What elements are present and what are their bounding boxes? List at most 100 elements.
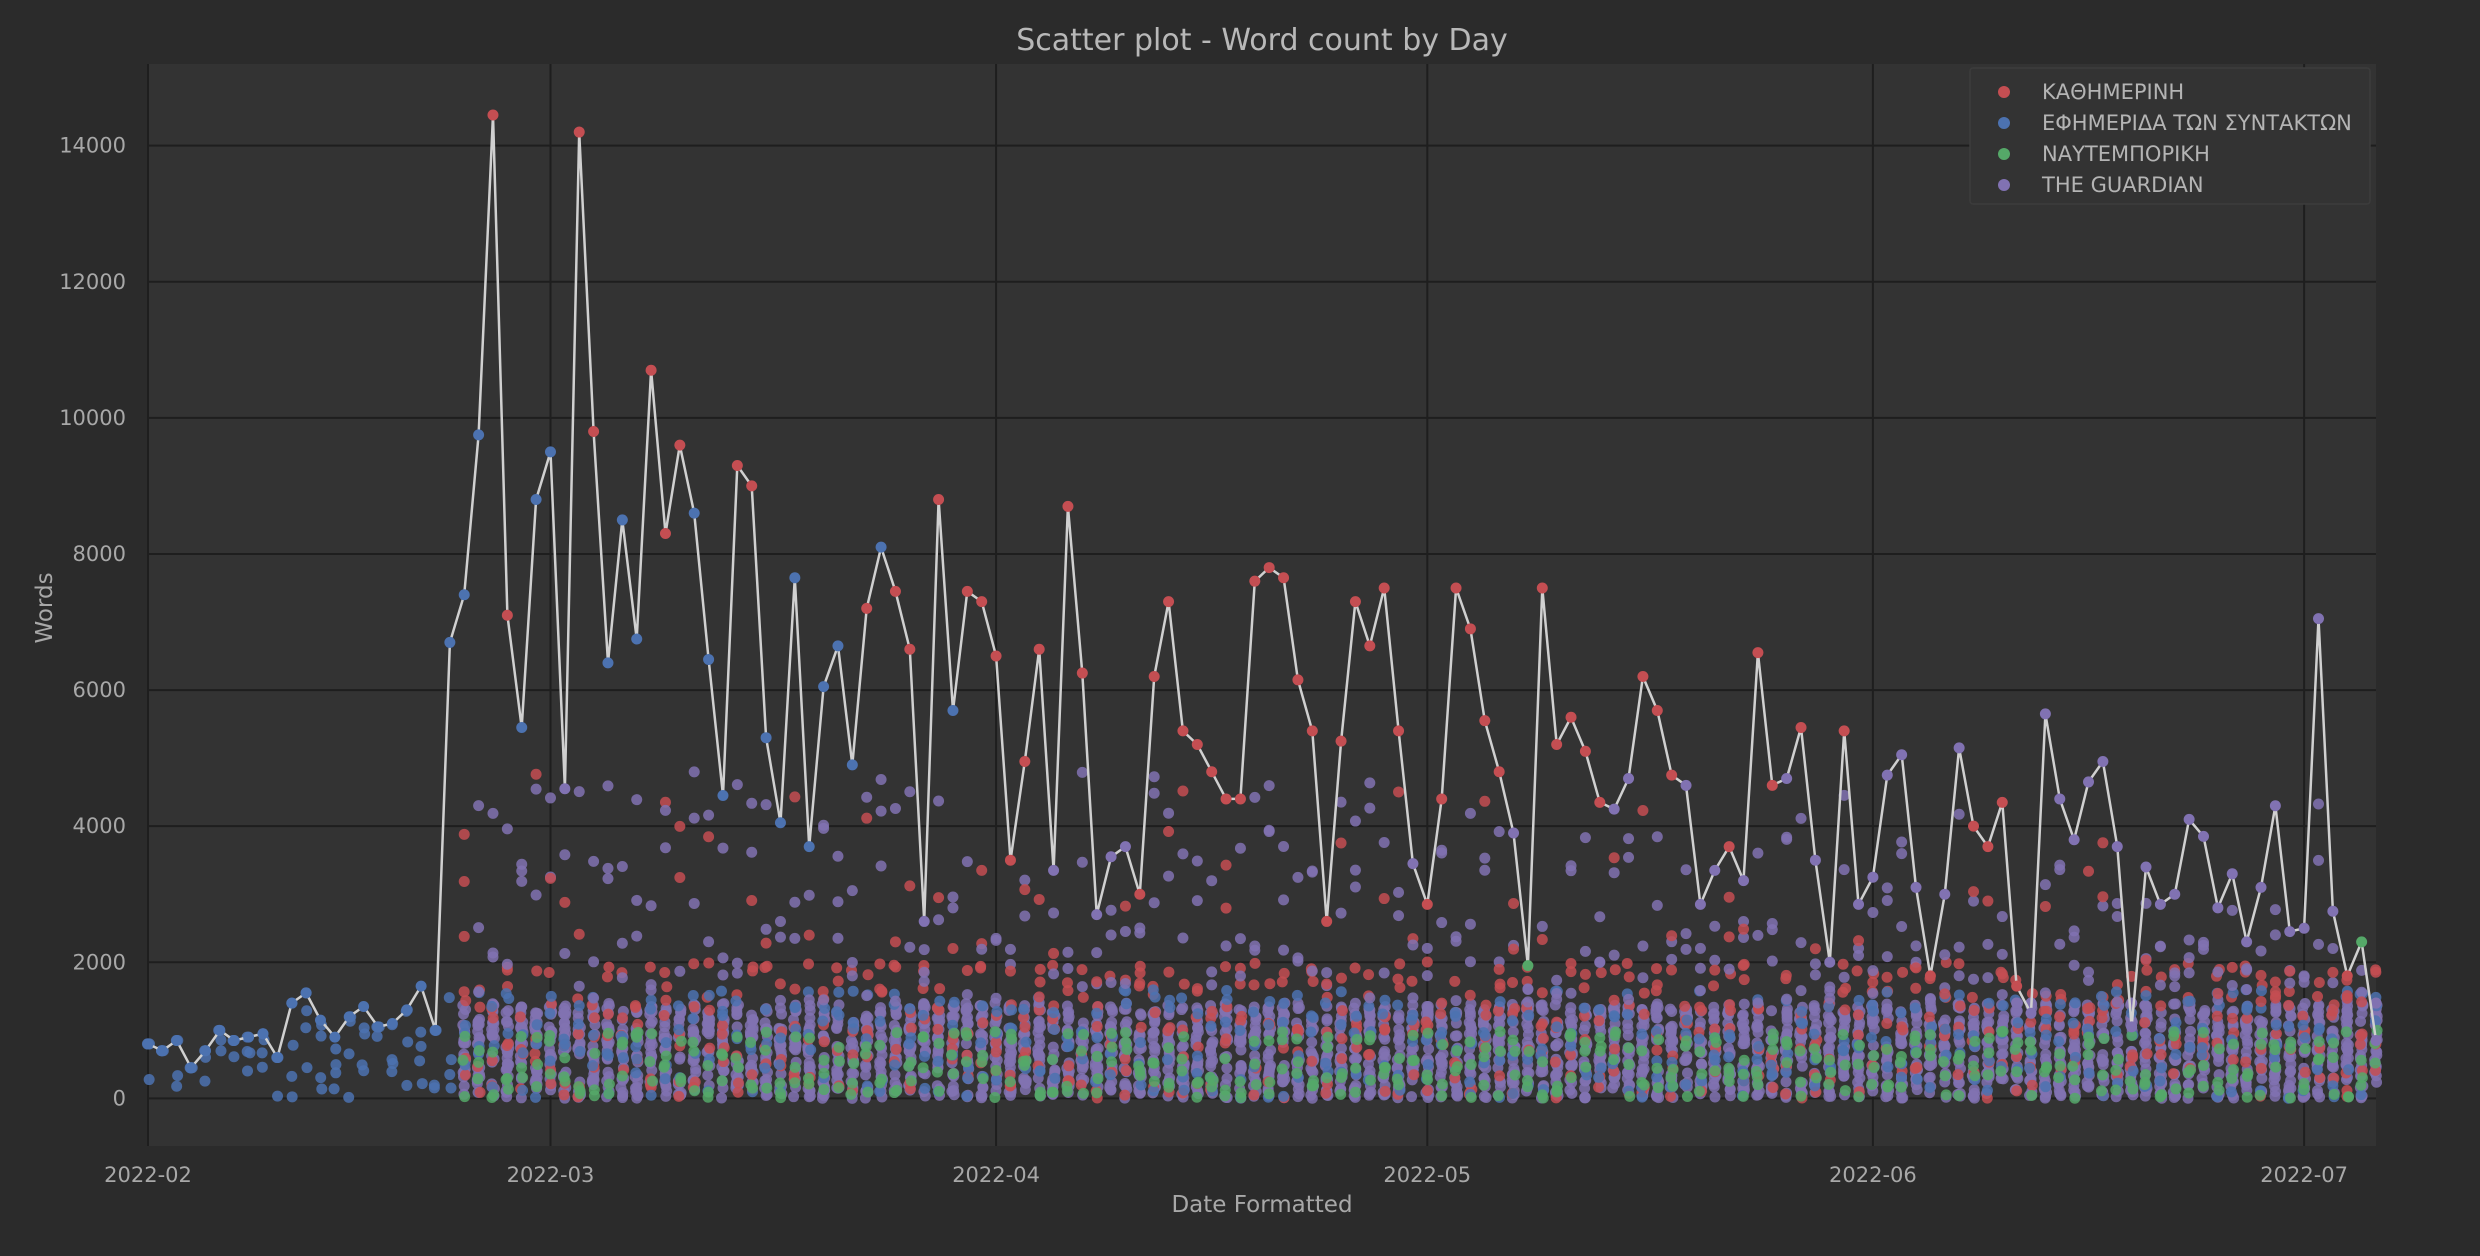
scatter-point: [1450, 995, 1462, 1007]
scatter-point: [918, 975, 930, 987]
scatter-point: [1205, 1020, 1217, 1032]
scatter-point: [517, 1084, 529, 1096]
scatter-point: [2299, 1066, 2311, 1078]
scatter-point: [428, 1079, 440, 1091]
scatter-point: [790, 1031, 802, 1043]
scatter-point: [2039, 879, 2051, 891]
scatter-point: [1737, 1022, 1749, 1034]
x-tick-label: 2022-03: [507, 1163, 595, 1187]
x-tick-label: 2022-06: [1829, 1163, 1917, 1187]
scatter-point: [1867, 907, 1879, 919]
scatter-point: [459, 1091, 471, 1103]
daily-max-point: [1709, 864, 1721, 876]
scatter-point: [1264, 1076, 1276, 1088]
scatter-point: [543, 1021, 555, 1033]
daily-max-point: [1278, 572, 1290, 584]
scatter-point: [975, 1037, 987, 1049]
daily-max-point: [1608, 803, 1620, 815]
scatter-point: [2327, 1051, 2339, 1063]
scatter-point: [1507, 976, 1519, 988]
scatter-point: [831, 1022, 843, 1034]
scatter-point: [775, 1068, 787, 1080]
scatter-point: [2196, 1049, 2208, 1061]
scatter-point: [2268, 1052, 2280, 1064]
scatter-point: [1537, 1092, 1549, 1104]
scatter-point: [544, 792, 556, 804]
scatter-point: [2255, 985, 2267, 997]
scatter-point: [2155, 1062, 2167, 1074]
scatter-point: [1623, 833, 1635, 845]
daily-max-point: [2025, 1007, 2037, 1019]
scatter-point: [1378, 1068, 1390, 1080]
scatter-point: [631, 930, 643, 942]
scatter-point: [1406, 1091, 1418, 1103]
scatter-point: [1020, 1046, 1032, 1058]
scatter-point: [1881, 894, 1893, 906]
scatter-point: [933, 1037, 945, 1049]
scatter-point: [789, 983, 801, 995]
scatter-point: [1998, 1010, 2010, 1022]
scatter-point: [2053, 1072, 2065, 1084]
daily-max-point: [2356, 936, 2368, 948]
scatter-point: [1795, 985, 1807, 997]
y-axis-title: Words: [32, 572, 58, 643]
scatter-point: [458, 930, 470, 942]
scatter-point: [2067, 1060, 2079, 1072]
scatter-point: [1881, 986, 1893, 998]
scatter-point: [1091, 1032, 1103, 1044]
scatter-point: [1981, 1084, 1993, 1096]
scatter-point: [1206, 875, 1218, 887]
scatter-point: [1507, 1088, 1519, 1100]
scatter-point: [1623, 1042, 1635, 1054]
daily-max-point: [1666, 769, 1678, 781]
scatter-point: [1149, 1007, 1161, 1019]
scatter-point: [761, 1082, 773, 1094]
scatter-point: [876, 1049, 888, 1061]
scatter-point: [1291, 1067, 1303, 1079]
scatter-point: [861, 812, 873, 824]
scatter-point: [1278, 944, 1290, 956]
scatter-point: [1248, 1089, 1260, 1101]
scatter-point: [500, 988, 512, 1000]
scatter-point: [1738, 1054, 1750, 1066]
scatter-point: [286, 1091, 298, 1103]
daily-max-point: [2039, 708, 2051, 720]
scatter-point: [1192, 1076, 1204, 1088]
scatter-point: [1207, 1036, 1219, 1048]
scatter-point: [1292, 952, 1304, 964]
daily-max-point: [2011, 980, 2023, 992]
scatter-point: [1364, 992, 1376, 1004]
scatter-point: [774, 994, 786, 1006]
scatter-point: [990, 1064, 1002, 1076]
daily-max-point: [185, 1062, 197, 1074]
scatter-point: [1407, 939, 1419, 951]
scatter-point: [2212, 987, 2224, 999]
scatter-point: [1335, 972, 1347, 984]
scatter-point: [731, 1008, 743, 1020]
scatter-point: [847, 1037, 859, 1049]
scatter-point: [1119, 900, 1131, 912]
scatter-point: [888, 1087, 900, 1099]
scatter-point: [1938, 1038, 1950, 1050]
scatter-point: [1378, 893, 1390, 905]
scatter-point: [1579, 968, 1591, 980]
scatter-point: [2342, 1052, 2354, 1064]
scatter-point: [1364, 1034, 1376, 1046]
scatter-point: [2356, 986, 2368, 998]
scatter-point: [1033, 893, 1045, 905]
scatter-point: [1393, 886, 1405, 898]
daily-max-point: [1177, 725, 1189, 737]
scatter-point: [558, 1089, 570, 1101]
scatter-point: [458, 875, 470, 887]
scatter-point: [2299, 1043, 2311, 1055]
scatter-point: [631, 794, 643, 806]
scatter-point: [1436, 997, 1448, 1009]
scatter-point: [1667, 1080, 1679, 1092]
scatter-point: [1249, 940, 1261, 952]
scatter-point: [529, 1048, 541, 1060]
scatter-point: [1119, 1089, 1131, 1101]
y-tick-label: 0: [113, 1086, 126, 1110]
scatter-point: [143, 1074, 155, 1086]
scatter-point: [1868, 1050, 1880, 1062]
scatter-point: [1894, 1056, 1906, 1068]
